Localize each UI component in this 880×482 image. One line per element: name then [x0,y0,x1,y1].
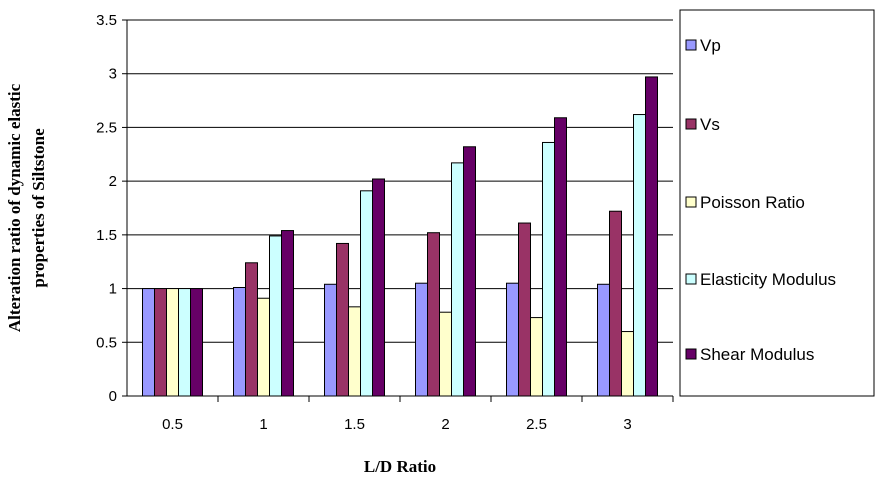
legend-swatch [685,39,697,51]
y-tick-label: 2 [109,173,117,190]
bar-vs [518,222,531,397]
legend-swatch [685,273,697,285]
y-axis-title-line-1: Alteration ratio of dynamic elastic [5,83,24,332]
bars [142,76,658,397]
x-tick-labels: 0.5 1 1.5 2 2.5 3 [162,396,674,433]
bar-vs [609,210,622,397]
bar-vs [427,232,440,397]
bar-shear-modulus [281,230,294,397]
bar-elasticity-modulus [633,114,646,397]
x-tick-label: 0.5 [162,416,183,433]
bar-poisson-ratio [621,331,634,397]
bar-shear-modulus [463,146,476,397]
x-tick-label: 2 [441,416,449,433]
bar-shear-modulus [372,178,385,397]
legend: Vp Vs Poisson Ratio Elasticity Modulus Shear… [679,9,875,397]
y-tick-label: 3.5 [96,12,117,29]
x-tick-label: 1 [259,416,267,433]
y-tick-label: 1.5 [96,227,117,244]
bar-shear-modulus [645,76,658,397]
bar-vp [233,286,246,397]
y-axis-title: Alteration ratio of dynamic elastic prop… [5,83,48,332]
legend-swatch [685,118,697,130]
legend-label: Vs [700,115,720,134]
y-tick-label: 3 [109,66,117,83]
bar-poisson-ratio [166,288,179,397]
legend-swatch [685,196,697,208]
bar-elasticity-modulus [269,235,282,397]
legend-label: Poisson Ratio [700,193,805,212]
y-tick-label: 0 [109,388,117,405]
bar-poisson-ratio [348,306,361,397]
bar-vs [245,262,258,397]
y-tick-label: 0.5 [96,334,117,351]
legend-box [679,9,875,397]
axes [126,20,673,397]
bar-vp [324,283,337,397]
bar-vs [154,288,167,397]
bar-vs [336,242,349,397]
bar-elasticity-modulus [451,162,464,397]
x-tick-label: 3 [623,416,631,433]
legend-label: Vp [700,36,721,55]
x-tick-label: 1.5 [344,416,365,433]
y-axis-title-line-2: properties of Siltstone [29,128,48,288]
legend-label: Shear Modulus [700,345,814,364]
bar-vp [415,282,428,397]
bar-elasticity-modulus [360,190,373,397]
bar-shear-modulus [190,288,203,397]
bar-poisson-ratio [530,317,543,397]
y-tick-labels: 0 0.5 1 1.5 2 2.5 3 3.5 [96,12,127,405]
bar-poisson-ratio [439,311,452,397]
y-tick-label: 2.5 [96,119,117,136]
bar-vp [597,283,610,397]
bar-shear-modulus [554,117,567,397]
x-axis-title: L/D Ratio [364,457,436,476]
bar-vp [142,288,155,397]
legend-swatch [685,348,697,360]
x-tick-label: 2.5 [526,416,547,433]
gridlines [127,19,673,343]
y-tick-label: 1 [109,281,117,298]
bar-elasticity-modulus [542,141,555,397]
bar-elasticity-modulus [178,288,191,397]
bar-poisson-ratio [257,297,270,397]
bar-vp [506,282,519,397]
legend-label: Elasticity Modulus [700,270,836,289]
